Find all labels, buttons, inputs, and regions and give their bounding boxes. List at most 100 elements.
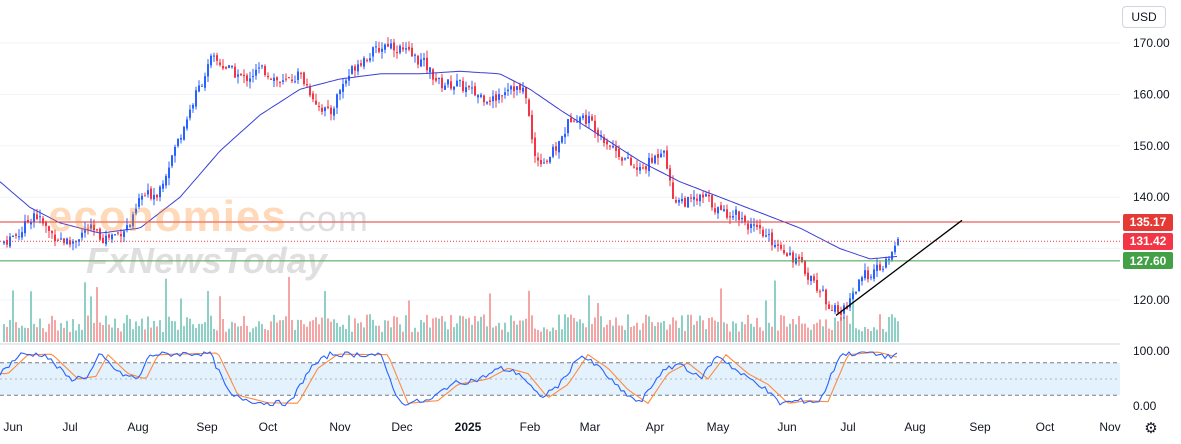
candle-body [396,52,398,54]
candle-body [645,166,647,170]
time-tick-label: Jul [62,420,77,434]
volume-bar [342,324,344,342]
volume-bar [759,327,761,342]
candle-body [447,79,449,85]
candle-body [432,69,434,80]
candle-body [264,66,266,75]
volume-bar [486,326,488,342]
candle-body [225,66,227,69]
volume-bar [354,318,356,342]
volume-bar [156,326,158,342]
volume-bar [369,314,371,342]
candle-body [702,194,704,198]
candle-body [765,235,767,237]
candle-body [303,72,305,85]
watermark-fxnewstoday: FxNewsToday [86,240,327,281]
candle-body [228,65,230,68]
volume-bar [750,323,752,342]
volume-bar [435,317,437,342]
candle-body [864,270,866,279]
volume-bar [582,323,584,342]
candle-body [735,209,737,215]
candle-body [15,234,17,236]
volume-bar [888,316,890,342]
volume-bar [168,316,170,342]
candle-body [780,244,782,249]
volume-bar [330,321,332,342]
volume-bar [186,317,188,342]
candle-body [861,277,863,282]
volume-bar [66,320,68,342]
volume-bar [99,322,101,342]
volume-bar [873,327,875,342]
candle-body [108,234,110,238]
candle-body [714,208,716,213]
candle-body [309,86,311,96]
candle-body [474,86,476,96]
candle-body [825,289,827,305]
volume-bar [57,330,59,342]
volume-bar [627,314,629,342]
candle-body [165,176,167,186]
volume-bar [702,320,704,342]
candle-body [57,239,59,241]
candle-body [594,120,596,132]
volume-bar [837,321,839,342]
volume-bar [471,324,473,342]
currency-selector-button[interactable]: USD [1122,6,1166,28]
candle-body [33,213,35,222]
candle-body [498,94,500,100]
candle-body [306,83,308,86]
volume-bar [459,315,461,342]
volume-bar [39,318,41,342]
volume-bar [879,314,881,342]
candle-body [441,77,443,89]
candle-body [408,46,410,50]
volume-bar [132,329,134,342]
volume-bar [789,323,791,342]
candle-body [90,224,92,229]
volume-bar [711,317,713,342]
volume-bar [252,328,254,342]
volume-bar [300,319,302,342]
volume-bar [777,330,779,342]
candle-body [351,66,353,74]
time-tick-label: Feb [520,420,541,434]
volume-bar [753,326,755,342]
volume-bar [696,321,698,342]
candle-body [501,95,503,97]
candle-body [615,146,617,151]
candle-body [315,100,317,105]
candle-body [588,116,590,124]
time-tick-label: Jun [3,420,22,434]
volume-bar [24,327,26,342]
price-tick-label: 150.00 [1133,139,1170,153]
volume-bar [516,324,518,342]
candle-body [768,234,770,236]
candle-body [21,232,23,238]
volume-bar [45,331,47,342]
volume-bar [528,290,530,342]
volume-bar [180,298,182,342]
volume-bar [843,317,845,342]
candle-body [537,157,539,161]
candle-body [543,162,545,164]
volume-bar [720,288,722,342]
volume-bar [771,326,773,342]
candle-body [327,106,329,108]
candle-body [681,198,683,202]
volume-bar [423,322,425,342]
volume-bar [162,331,164,342]
candle-body [885,258,887,268]
candle-body [99,228,101,240]
volume-bar [489,293,491,342]
candle-body [678,200,680,203]
volume-bar [396,317,398,342]
gear-icon[interactable]: ⚙ [1144,420,1158,437]
volume-bar [462,316,464,342]
volume-bar [882,328,884,342]
time-axis: Jun Jul Aug Sep Oct Nov Dec 2025 Feb Mar Apr May Jun… [3,420,1120,434]
volume-bar [522,320,524,342]
candle-body [210,55,212,66]
